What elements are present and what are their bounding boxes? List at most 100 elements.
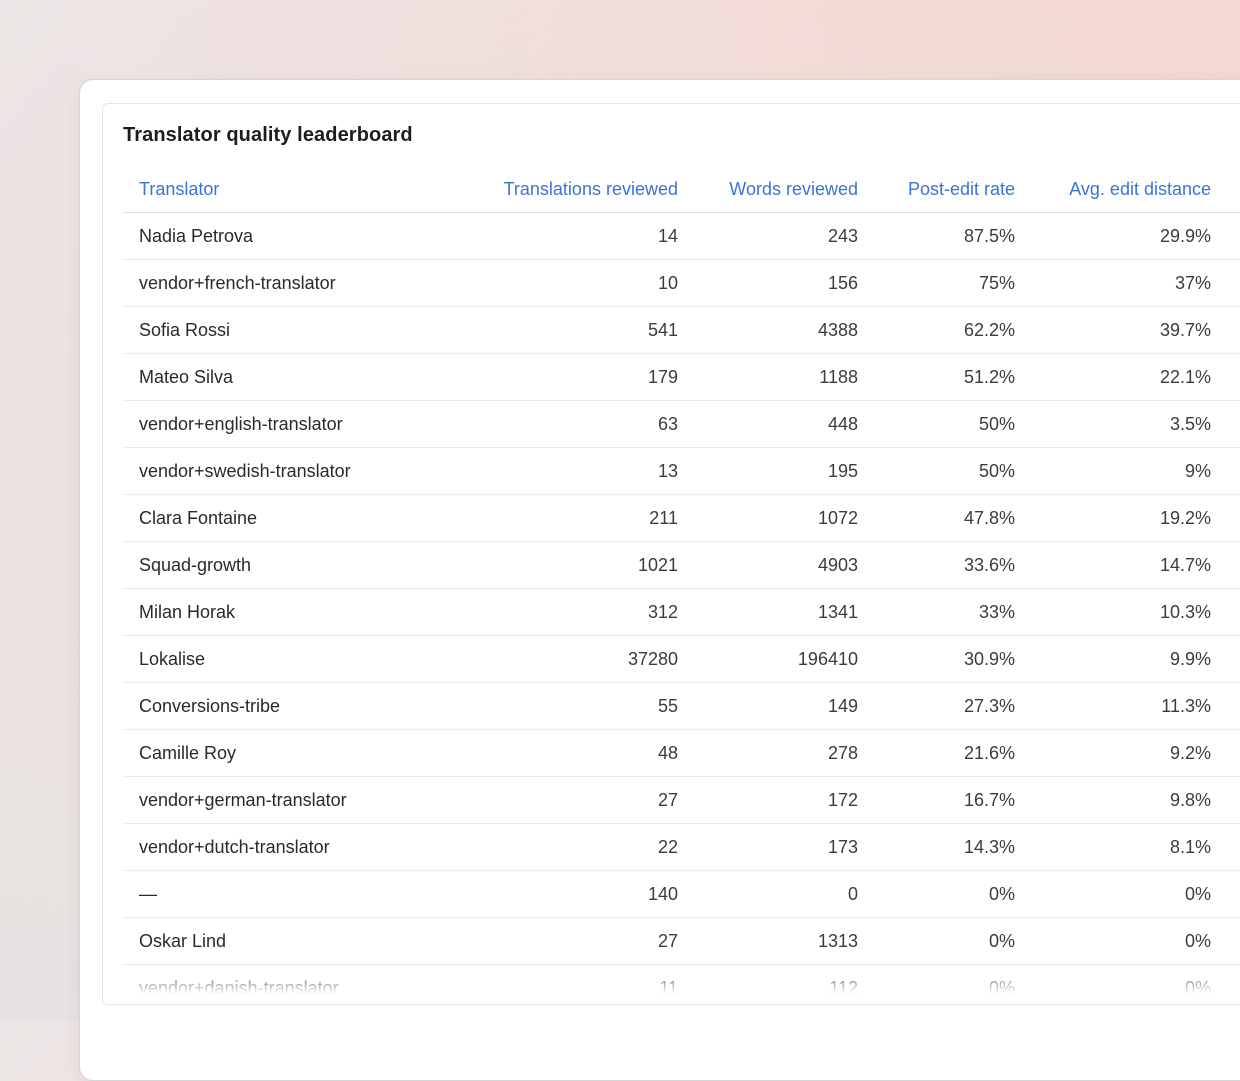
words-reviewed-cell: 1313 (678, 917, 858, 965)
truncated-cell (1211, 823, 1240, 871)
avg-edit-distance-cell: 19.2% (1015, 494, 1211, 542)
words-reviewed-cell: 1341 (678, 588, 858, 636)
avg-edit-distance-cell: 11.3% (1015, 682, 1211, 730)
words-reviewed-cell: 1188 (678, 353, 858, 401)
avg-edit-distance-cell: 3.5% (1015, 400, 1211, 448)
truncated-cell (1211, 494, 1240, 542)
words-reviewed-cell: 149 (678, 682, 858, 730)
words-reviewed-cell: 448 (678, 400, 858, 448)
translator-cell: vendor+dutch-translator (123, 823, 469, 871)
post-edit-rate-cell: 87.5% (858, 212, 1015, 260)
translations-reviewed-cell: 541 (469, 306, 678, 354)
leaderboard-table: Translator Translations reviewed Words r… (123, 166, 1240, 994)
scroll-fade (123, 968, 1240, 994)
leaderboard-table-container[interactable]: Translator Translations reviewed Words r… (123, 166, 1240, 994)
translations-reviewed-cell: 48 (469, 729, 678, 777)
app-window: Translator quality leaderboard Translato… (79, 79, 1240, 1081)
table-row[interactable]: Conversions-tribe 55 149 27.3% 11.3% (123, 682, 1240, 730)
truncated-cell (1211, 306, 1240, 354)
truncated-cell (1211, 729, 1240, 777)
table-row[interactable]: Camille Roy 48 278 21.6% 9.2% (123, 729, 1240, 777)
translator-cell: Lokalise (123, 635, 469, 683)
translations-reviewed-cell: 37280 (469, 635, 678, 683)
table-row[interactable]: Nadia Petrova 14 243 87.5% 29.9% (123, 212, 1240, 260)
avg-edit-distance-cell: 9.2% (1015, 729, 1211, 777)
post-edit-rate-cell: 62.2% (858, 306, 1015, 354)
table-row[interactable]: Squad-growth 1021 4903 33.6% 14.7% (123, 541, 1240, 589)
words-reviewed-cell: 173 (678, 823, 858, 871)
post-edit-rate-cell: 47.8% (858, 494, 1015, 542)
truncated-cell (1211, 212, 1240, 260)
table-row[interactable]: vendor+swedish-translator 13 195 50% 9% (123, 447, 1240, 495)
translations-reviewed-cell: 13 (469, 447, 678, 495)
table-row[interactable]: Clara Fontaine 211 1072 47.8% 19.2% (123, 494, 1240, 542)
truncated-cell (1211, 447, 1240, 495)
translations-reviewed-cell: 27 (469, 917, 678, 965)
table-row[interactable]: vendor+french-translator 10 156 75% 37% (123, 259, 1240, 307)
table-row[interactable]: Sofia Rossi 541 4388 62.2% 39.7% (123, 306, 1240, 354)
table-row[interactable]: vendor+english-translator 63 448 50% 3.5% (123, 400, 1240, 448)
column-header-truncated[interactable]: N (1211, 166, 1240, 213)
post-edit-rate-cell: 33% (858, 588, 1015, 636)
translator-cell: Oskar Lind (123, 917, 469, 965)
translations-reviewed-cell: 14 (469, 212, 678, 260)
column-header-translator[interactable]: Translator (123, 166, 469, 213)
translations-reviewed-cell: 55 (469, 682, 678, 730)
translations-reviewed-cell: 312 (469, 588, 678, 636)
table-row[interactable]: vendor+dutch-translator 22 173 14.3% 8.1% (123, 823, 1240, 871)
avg-edit-distance-cell: 39.7% (1015, 306, 1211, 354)
words-reviewed-cell: 172 (678, 776, 858, 824)
column-header-translations-reviewed[interactable]: Translations reviewed (469, 166, 678, 213)
table-row[interactable]: Oskar Lind 27 1313 0% 0% (123, 917, 1240, 965)
avg-edit-distance-cell: 10.3% (1015, 588, 1211, 636)
translations-reviewed-cell: 179 (469, 353, 678, 401)
translator-cell: Clara Fontaine (123, 494, 469, 542)
post-edit-rate-cell: 30.9% (858, 635, 1015, 683)
avg-edit-distance-cell: 22.1% (1015, 353, 1211, 401)
truncated-cell (1211, 353, 1240, 401)
translations-reviewed-cell: 27 (469, 776, 678, 824)
post-edit-rate-cell: 27.3% (858, 682, 1015, 730)
translator-cell: vendor+english-translator (123, 400, 469, 448)
post-edit-rate-cell: 0% (858, 870, 1015, 918)
avg-edit-distance-cell: 29.9% (1015, 212, 1211, 260)
table-row[interactable]: Mateo Silva 179 1188 51.2% 22.1% (123, 353, 1240, 401)
translator-cell: Milan Horak (123, 588, 469, 636)
avg-edit-distance-cell: 8.1% (1015, 823, 1211, 871)
avg-edit-distance-cell: 37% (1015, 259, 1211, 307)
post-edit-rate-cell: 51.2% (858, 353, 1015, 401)
translator-cell: Nadia Petrova (123, 212, 469, 260)
avg-edit-distance-cell: 9% (1015, 447, 1211, 495)
avg-edit-distance-cell: 9.8% (1015, 776, 1211, 824)
translator-cell: vendor+swedish-translator (123, 447, 469, 495)
avg-edit-distance-cell: 0% (1015, 870, 1211, 918)
post-edit-rate-cell: 21.6% (858, 729, 1015, 777)
table-row[interactable]: Milan Horak 312 1341 33% 10.3% (123, 588, 1240, 636)
translations-reviewed-cell: 1021 (469, 541, 678, 589)
translator-cell: Conversions-tribe (123, 682, 469, 730)
words-reviewed-cell: 195 (678, 447, 858, 495)
truncated-cell (1211, 635, 1240, 683)
truncated-cell (1211, 588, 1240, 636)
column-header-words-reviewed[interactable]: Words reviewed (678, 166, 858, 213)
table-row[interactable]: vendor+german-translator 27 172 16.7% 9.8% (123, 776, 1240, 824)
translations-reviewed-cell: 22 (469, 823, 678, 871)
translator-cell: Squad-growth (123, 541, 469, 589)
truncated-cell (1211, 400, 1240, 448)
words-reviewed-cell: 196410 (678, 635, 858, 683)
column-header-post-edit-rate[interactable]: Post-edit rate (858, 166, 1015, 213)
translator-cell: vendor+french-translator (123, 259, 469, 307)
words-reviewed-cell: 278 (678, 729, 858, 777)
table-body: Nadia Petrova 14 243 87.5% 29.9% vendor+frenc… (123, 212, 1240, 994)
translations-reviewed-cell: 10 (469, 259, 678, 307)
post-edit-rate-cell: 33.6% (858, 541, 1015, 589)
table-row[interactable]: Lokalise 37280 196410 30.9% 9.9% (123, 635, 1240, 683)
leaderboard-title: Translator quality leaderboard (123, 124, 413, 146)
translator-cell: Mateo Silva (123, 353, 469, 401)
header-row: Translator Translations reviewed Words r… (123, 166, 1240, 213)
column-header-avg-edit-distance[interactable]: Avg. edit distance (1015, 166, 1211, 213)
translator-cell: Sofia Rossi (123, 306, 469, 354)
table-row[interactable]: —140 0 0% 0% (123, 870, 1240, 918)
post-edit-rate-cell: 50% (858, 447, 1015, 495)
translations-reviewed-cell: 140 (469, 870, 678, 918)
